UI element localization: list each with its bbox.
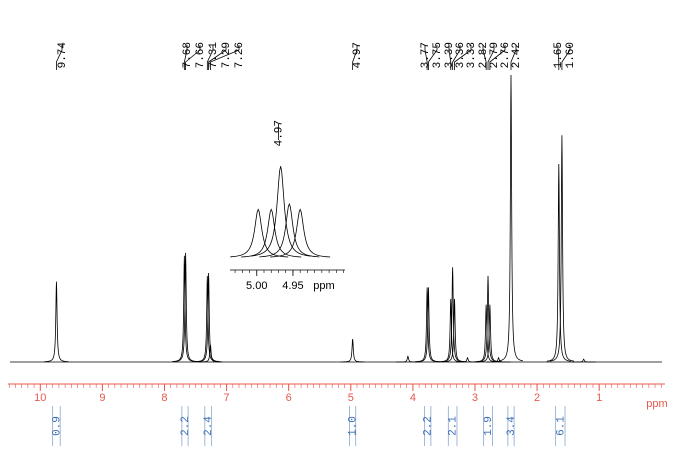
x-tick-label: 5 (348, 392, 354, 404)
peak-label-connector (510, 45, 517, 70)
integral-label: 2.2 (180, 416, 192, 436)
integral-label: 1.0 (348, 416, 360, 436)
integral-bracket (447, 406, 458, 446)
peak-label-connector (482, 45, 487, 70)
inset-tick-label: 4.95 (282, 280, 303, 292)
peak (571, 358, 596, 363)
integral-bracket (349, 406, 357, 446)
peak (196, 273, 221, 363)
inset-peak (241, 208, 302, 258)
peak-label: 9.74 (57, 42, 69, 69)
integral-bracket (52, 406, 61, 446)
peak-label-connector (206, 45, 214, 70)
peak-label: 7.68 (182, 42, 194, 68)
x-tick-label: 8 (161, 392, 167, 404)
peak-label: 1.60 (565, 42, 577, 68)
peak-label-connector (557, 45, 560, 70)
integral-bracket (204, 406, 213, 446)
x-tick-label: 2 (534, 392, 540, 404)
peak-label-connector (185, 45, 201, 70)
integral-label: 0.9 (51, 416, 63, 436)
peak-label: 2.76 (500, 42, 512, 68)
x-axis-label: ppm (646, 398, 667, 410)
inset-peak (270, 208, 331, 258)
peak (44, 281, 69, 363)
peak (340, 338, 365, 363)
x-tick-label: 7 (224, 392, 230, 404)
peak (549, 135, 574, 362)
peak-label: 4.97 (352, 42, 364, 68)
inset-peak (250, 166, 311, 257)
integral-bracket (424, 406, 432, 446)
x-tick-label: 3 (472, 392, 478, 404)
inset-tick-label: 5.00 (246, 280, 267, 292)
peak-label-connector (489, 45, 506, 70)
peak-label-connector (352, 45, 358, 70)
peak-label: 2.79 (489, 42, 501, 68)
peak-label: 3.33 (466, 42, 478, 68)
peak-label: 3.36 (455, 42, 467, 68)
peak-label: 7.66 (195, 42, 207, 68)
peak (440, 267, 465, 363)
x-tick-label: 1 (596, 392, 602, 404)
peak (486, 356, 511, 363)
inset-axis-label: ppm (313, 280, 334, 292)
peak (395, 355, 420, 363)
x-tick-label: 9 (99, 392, 105, 404)
peak (415, 287, 440, 363)
peak (195, 275, 220, 363)
integral-bracket (555, 406, 566, 446)
peak-label-connector (448, 45, 452, 70)
x-tick-label: 6 (286, 392, 292, 404)
peak-label-connector (487, 45, 495, 70)
integral-label: 2.4 (203, 416, 215, 436)
integral-label: 1.9 (483, 416, 495, 436)
peak-label: 2.42 (511, 42, 523, 68)
inset-peak-label: 4.97 (273, 120, 285, 146)
peak-label-connector (424, 45, 428, 70)
integral-label: 2.2 (423, 416, 435, 436)
peak-label: 2.82 (478, 42, 490, 68)
x-tick-label: 4 (410, 392, 416, 404)
peak-label-connector (561, 45, 571, 70)
peak (172, 255, 197, 362)
peak (476, 275, 501, 363)
integral-label: 3.4 (506, 416, 518, 436)
integral-bracket (483, 406, 493, 446)
peak (442, 298, 467, 363)
peak (198, 344, 223, 363)
peak-label-connector (183, 45, 188, 70)
peak (173, 252, 198, 362)
x-tick-label: 10 (34, 392, 46, 404)
integral-label: 6.1 (555, 416, 567, 436)
peak-label-connector (428, 45, 438, 70)
peak-label-connector (452, 45, 461, 70)
integral-label: 2.1 (448, 416, 460, 436)
integral-bracket (507, 406, 515, 446)
peak (498, 74, 524, 362)
peak-label: 3.75 (432, 42, 444, 68)
peak-label-connector (56, 45, 63, 70)
peak-label-connector (210, 45, 240, 70)
inset-peak (259, 202, 320, 258)
peak (477, 304, 502, 363)
integral-bracket (181, 406, 189, 446)
peak-label-connector (208, 45, 227, 70)
peak (546, 163, 571, 362)
peak (416, 287, 441, 363)
peak-label-connector (454, 45, 472, 70)
peak-label: 7.26 (234, 42, 246, 68)
